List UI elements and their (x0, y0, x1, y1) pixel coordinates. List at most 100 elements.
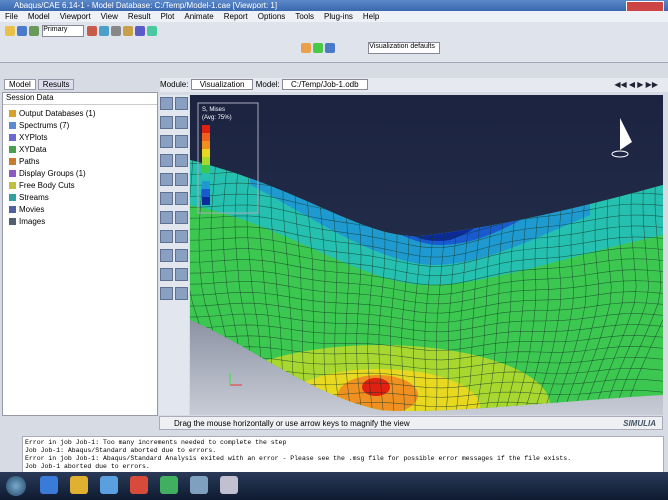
task-icon[interactable] (190, 476, 208, 494)
mesh-line (378, 160, 386, 412)
toolbox-button[interactable] (160, 135, 173, 148)
mesh-line (270, 160, 288, 412)
mesh-line (465, 160, 482, 412)
menu-item[interactable]: File (5, 12, 18, 21)
tree-item[interactable]: Streams (9, 192, 151, 204)
toolbox-button[interactable] (175, 116, 188, 129)
brand-logo: SIMULIA (623, 419, 656, 428)
tool-icon[interactable] (29, 26, 39, 36)
mesh-line (401, 160, 410, 412)
legend-title: S, Mises (202, 107, 225, 113)
model-combo[interactable]: C:/Temp/Job-1.odb (281, 79, 368, 90)
toolbox-button[interactable] (160, 230, 173, 243)
toolbox-button[interactable] (160, 192, 173, 205)
toolbox-button[interactable] (160, 173, 173, 186)
playback-controls[interactable]: ◀◀ ◀ ▶ ▶▶ (614, 80, 658, 89)
menu-item[interactable]: Help (362, 12, 380, 21)
mesh-line (190, 324, 663, 342)
toolbox-button[interactable] (175, 230, 188, 243)
render-combo[interactable]: Visualization defaults (368, 42, 441, 54)
selection-combo[interactable]: Primary (42, 25, 85, 37)
tree-item[interactable]: XYPlots (9, 132, 151, 144)
menu-item[interactable]: Plug-ins (324, 12, 353, 21)
tree-item[interactable]: Spectrums (7) (9, 120, 151, 132)
legend-swatch (202, 165, 210, 173)
toolbox-button[interactable] (175, 173, 188, 186)
tool-icon[interactable] (301, 43, 311, 53)
tool-icon[interactable] (135, 26, 146, 36)
menu-item[interactable]: Model (27, 12, 50, 21)
task-icon[interactable] (220, 476, 238, 494)
tool-icon[interactable] (147, 26, 158, 36)
mesh-line (190, 346, 663, 361)
tool-icon[interactable] (123, 26, 134, 36)
toolbox-button[interactable] (175, 211, 188, 224)
toolbox-button[interactable] (160, 287, 173, 300)
toolbox-button[interactable] (175, 192, 188, 205)
task-icon[interactable] (40, 476, 58, 494)
task-icon[interactable] (70, 476, 88, 494)
menu-item[interactable]: Viewport (59, 12, 91, 21)
menu-bar: File Model Viewport View Result Plot Animate Re… (0, 11, 668, 22)
tree-item[interactable]: Free Body Cuts (9, 180, 151, 192)
legend-swatch (202, 181, 210, 189)
toolbox-button[interactable] (160, 97, 173, 110)
toolbox-button[interactable] (175, 268, 188, 281)
tool-icon[interactable] (99, 26, 110, 36)
task-icon[interactable] (130, 476, 148, 494)
menu-item[interactable]: Plot (160, 12, 175, 21)
toolbox-button[interactable] (175, 249, 188, 262)
toolbox-button[interactable] (175, 287, 188, 300)
tab[interactable]: Model (4, 79, 36, 90)
message-line: Error in job Job-1: Too many increments … (25, 439, 287, 446)
message-line: Error in job Job-1: Abaqus/Standard Anal… (25, 455, 572, 462)
toolbar: Primary Visualization defaults (0, 22, 668, 63)
tool-icon[interactable] (87, 26, 98, 36)
tool-icon[interactable] (325, 43, 335, 53)
mesh-line (412, 160, 422, 412)
model-label: Model: (255, 80, 280, 89)
tool-icon[interactable] (111, 26, 122, 36)
module-combo[interactable]: Visualization (190, 79, 254, 90)
menu-item[interactable]: View (100, 12, 118, 21)
tree-item[interactable]: XYData (9, 144, 151, 156)
toolbox-button[interactable] (160, 249, 173, 262)
mesh-line (294, 160, 309, 412)
tree-item[interactable]: Movies (9, 204, 151, 216)
tool-icon[interactable] (313, 43, 323, 53)
tree-item[interactable]: Output Databases (1) (9, 108, 151, 120)
prompt-bar: Drag the mouse horizontally or use arrow… (159, 416, 663, 430)
task-icon[interactable] (160, 476, 178, 494)
toolbox-button[interactable] (175, 97, 188, 110)
toolbox-button[interactable] (160, 116, 173, 129)
legend-swatch (202, 157, 210, 165)
mesh-line (190, 280, 663, 305)
menu-item[interactable]: Animate (184, 12, 214, 21)
mesh-line (390, 160, 398, 412)
tool-icon[interactable] (5, 26, 15, 36)
start-button[interactable] (6, 476, 26, 496)
tree-item[interactable]: Display Groups (1) (9, 168, 151, 180)
legend-swatch (202, 141, 210, 149)
tree-item[interactable]: Images (9, 216, 151, 228)
toolbox-button[interactable] (175, 135, 188, 148)
tab[interactable]: Results (37, 79, 75, 90)
tree-icon (9, 170, 16, 178)
task-icon[interactable] (100, 476, 118, 494)
title-bar: Abaqus/CAE 6.14-1 - Model Database: C:/T… (0, 0, 668, 11)
menu-item[interactable]: Report (223, 12, 248, 21)
mesh-line (484, 160, 506, 412)
mesh-line (190, 356, 663, 370)
menu-item[interactable]: Tools (295, 12, 314, 21)
toolbox-button[interactable] (160, 154, 173, 167)
menu-item[interactable]: Options (257, 12, 286, 21)
tool-icon[interactable] (17, 26, 27, 36)
viewport: S, Mises (Avg: 75%) (190, 95, 663, 415)
menu-item[interactable]: Result (127, 12, 151, 21)
toolbox-button[interactable] (160, 211, 173, 224)
tree-item[interactable]: Paths (9, 156, 151, 168)
mesh-line (523, 160, 554, 412)
toolbox-button[interactable] (160, 268, 173, 281)
legend-swatch (202, 197, 210, 205)
toolbox-button[interactable] (175, 154, 188, 167)
